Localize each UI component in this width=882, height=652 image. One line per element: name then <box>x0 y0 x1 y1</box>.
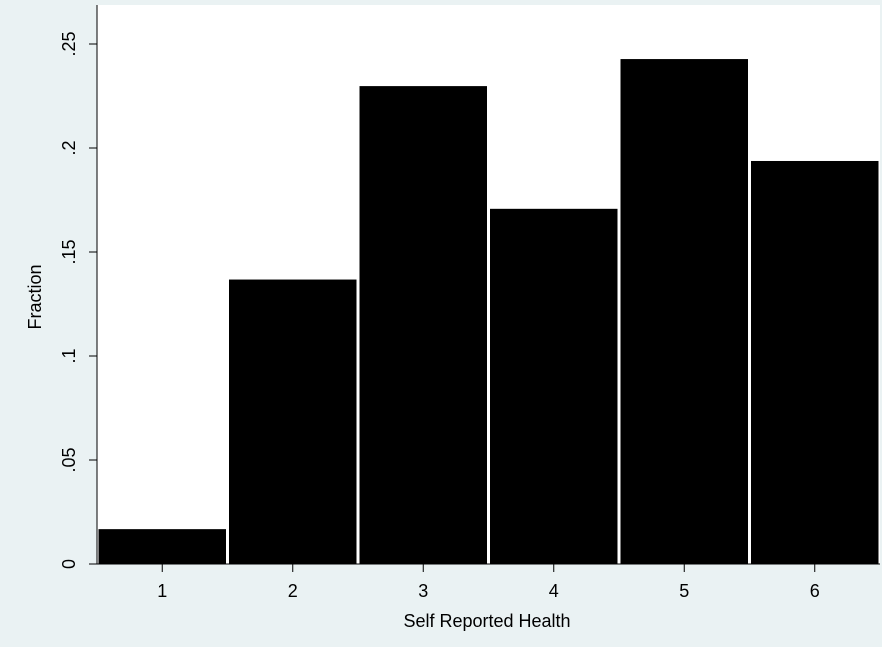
axes-group <box>96 5 880 565</box>
bar-2 <box>228 278 358 565</box>
x-tick-label: 3 <box>418 581 428 601</box>
x-ticks-group: 1 2 3 4 5 6 <box>157 564 820 601</box>
y-tick-label: .05 <box>59 447 79 472</box>
y-tick-label: .2 <box>59 140 79 155</box>
x-axis-title: Self Reported Health <box>403 611 570 631</box>
y-tick-label: .15 <box>59 239 79 264</box>
x-tick-label: 4 <box>549 581 559 601</box>
y-ticks-group: 0 .05 .1 .15 .2 .25 <box>59 31 97 569</box>
bar-5 <box>619 58 749 565</box>
bar-6 <box>750 159 880 565</box>
bar-3 <box>358 85 488 565</box>
x-tick-label: 2 <box>288 581 298 601</box>
x-tick-label: 5 <box>679 581 689 601</box>
y-tick-label: .1 <box>59 348 79 363</box>
bars-group <box>97 58 880 565</box>
y-axis-title: Fraction <box>25 264 45 329</box>
bar-4 <box>489 207 619 565</box>
bar-1 <box>97 528 227 565</box>
x-tick-label: 6 <box>810 581 820 601</box>
y-tick-label: .25 <box>59 31 79 56</box>
plot-area <box>97 5 880 564</box>
x-tick-label: 1 <box>157 581 167 601</box>
y-tick-label: 0 <box>59 559 79 569</box>
